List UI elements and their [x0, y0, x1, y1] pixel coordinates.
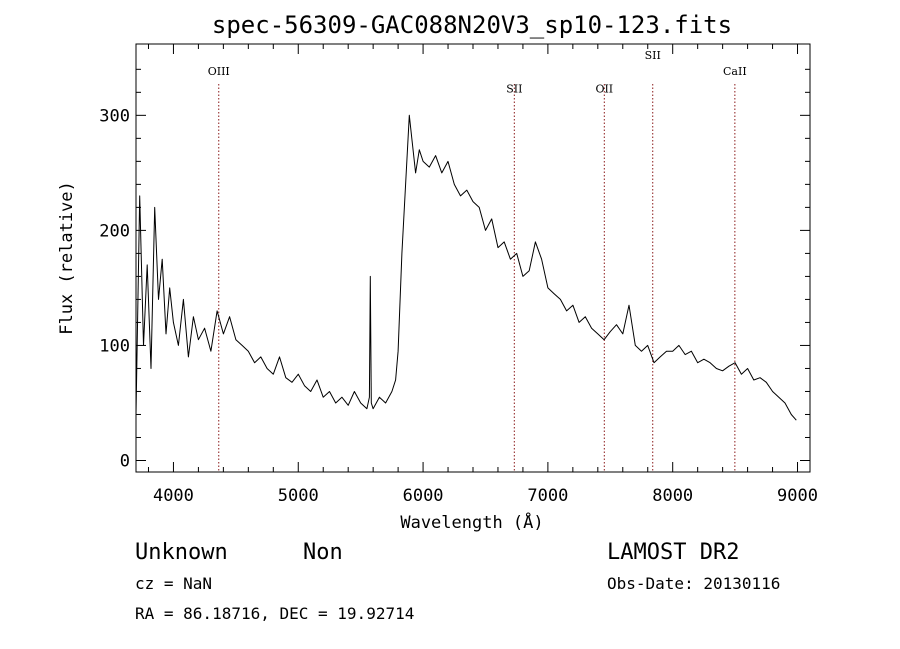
- x-tick-label: 4000: [153, 486, 194, 506]
- y-tick-label: 200: [99, 221, 130, 241]
- emission-line-label: SII: [645, 49, 661, 62]
- x-tick-label: 9000: [777, 486, 818, 506]
- y-axis-ticks: 0 100 200 300: [99, 68, 810, 471]
- spectrum-line: [136, 114, 797, 421]
- x-tick-label: 7000: [527, 486, 568, 506]
- x-tick-label: 6000: [403, 486, 444, 506]
- x-tick-label: 8000: [652, 486, 693, 506]
- object-class: Unknown: [135, 540, 228, 565]
- x-axis-label: Wavelength (Å): [400, 511, 543, 533]
- y-tick-label: 100: [99, 336, 130, 356]
- survey-name: LAMOST DR2: [607, 540, 739, 565]
- chart-title: spec-56309-GAC088N20V3_sp10-123.fits: [212, 11, 732, 39]
- redshift-cz: cz = NaN: [135, 574, 212, 593]
- object-subclass: Non: [303, 540, 343, 565]
- ra-dec-coordinates: RA = 86.18716, DEC = 19.92714: [135, 604, 414, 623]
- spectrum-line-group: [136, 114, 797, 421]
- observation-date: Obs-Date: 20130116: [607, 574, 780, 593]
- emission-line-label: OII: [595, 82, 613, 95]
- y-axis-label: Flux (relative): [57, 181, 77, 335]
- y-tick-label: 300: [99, 106, 130, 126]
- plot-frame: [135, 43, 811, 473]
- emission-line-label: OIII: [208, 65, 230, 78]
- emission-line-label: SII: [506, 82, 522, 95]
- x-tick-label: 5000: [278, 486, 319, 506]
- emission-line-label: CaII: [723, 65, 747, 78]
- y-tick-label: 0: [120, 451, 130, 471]
- emission-line-markers: OIII SII OII SII CaII: [208, 49, 747, 472]
- x-axis-ticks: 4000 5000 6000 7000 8000 9000: [147, 44, 818, 506]
